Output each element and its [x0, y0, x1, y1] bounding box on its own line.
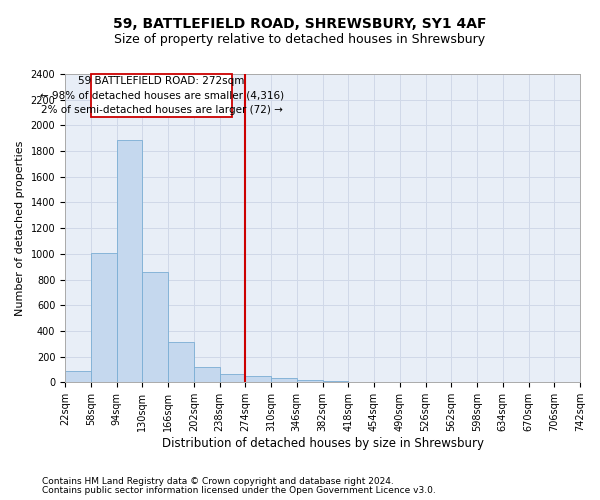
Text: Contains HM Land Registry data © Crown copyright and database right 2024.: Contains HM Land Registry data © Crown c… [42, 477, 394, 486]
Text: 59 BATTLEFIELD ROAD: 272sqm
← 98% of detached houses are smaller (4,316)
2% of s: 59 BATTLEFIELD ROAD: 272sqm ← 98% of det… [40, 76, 284, 116]
Text: 59, BATTLEFIELD ROAD, SHREWSBURY, SY1 4AF: 59, BATTLEFIELD ROAD, SHREWSBURY, SY1 4A… [113, 18, 487, 32]
FancyBboxPatch shape [91, 74, 232, 117]
Bar [220, 374, 245, 382]
Text: Contains public sector information licensed under the Open Government Licence v3: Contains public sector information licen… [42, 486, 436, 495]
Bar [194, 367, 220, 382]
Text: Size of property relative to detached houses in Shrewsbury: Size of property relative to detached ho… [115, 32, 485, 46]
Bar [65, 371, 91, 382]
Bar [271, 378, 297, 382]
X-axis label: Distribution of detached houses by size in Shrewsbury: Distribution of detached houses by size … [161, 437, 484, 450]
Bar [91, 252, 116, 382]
Bar [245, 376, 271, 382]
Bar [323, 381, 348, 382]
Bar [297, 380, 323, 382]
Bar [142, 272, 168, 382]
Bar [116, 140, 142, 382]
Bar [168, 342, 194, 382]
Y-axis label: Number of detached properties: Number of detached properties [15, 140, 25, 316]
